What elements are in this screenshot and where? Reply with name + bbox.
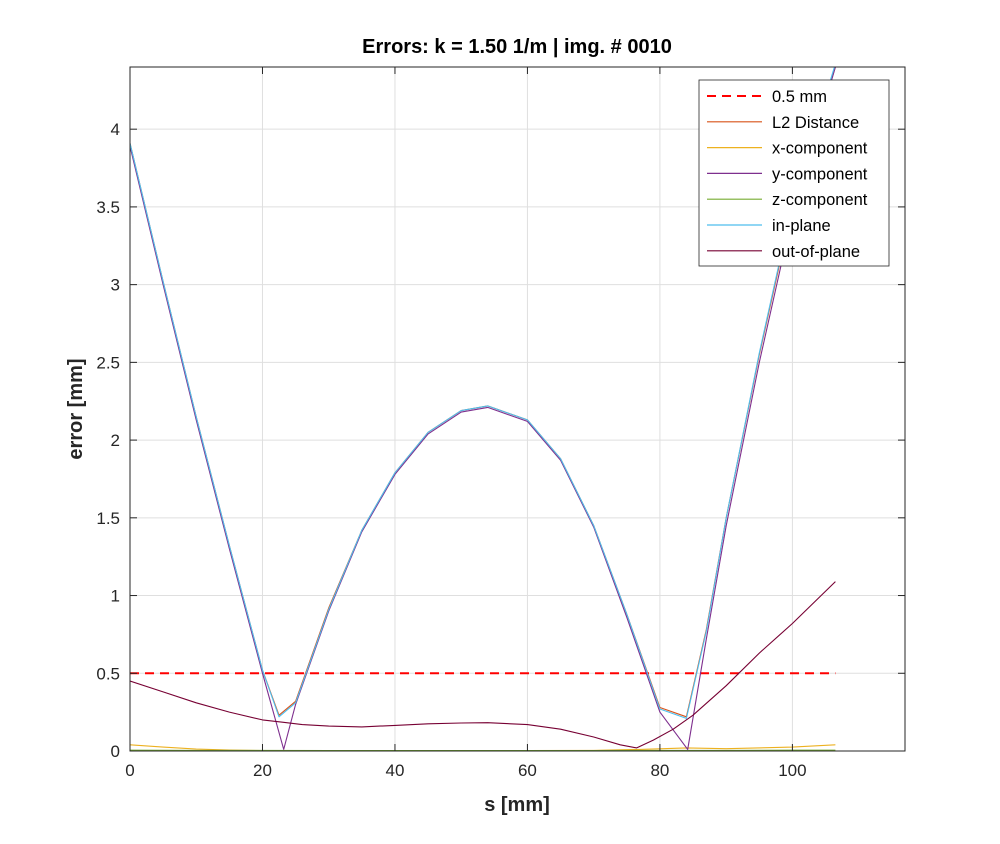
y-tick-label: 1.5 <box>96 509 120 528</box>
x-tick-label: 40 <box>385 761 404 780</box>
y-tick-label: 0 <box>111 742 120 761</box>
chart-title: Errors: k = 1.50 1/m | img. # 0010 <box>362 36 672 58</box>
legend-label: y-component <box>772 165 868 183</box>
legend-entries: 0.5 mm L2 Distance x-component y-component z… <box>707 88 868 261</box>
x-tick-label: 80 <box>650 761 669 780</box>
series-line-out-of-plane <box>130 581 836 749</box>
y-tick-label: 1 <box>111 587 120 606</box>
legend-label: out-of-plane <box>772 243 860 261</box>
x-tick-label: 0 <box>125 761 134 780</box>
series-line-y-component <box>130 67 836 750</box>
y-tick-label: 2 <box>111 431 120 450</box>
y-tick-label: 2.5 <box>96 353 120 372</box>
legend-label: 0.5 mm <box>772 88 827 106</box>
x-tick-label: 20 <box>253 761 272 780</box>
axes-box <box>129 66 906 752</box>
legend-label: L2 Distance <box>772 114 859 132</box>
x-tick-label: 100 <box>778 761 806 780</box>
y-tick-label: 3 <box>111 276 120 295</box>
ticks: 0 20 40 60 80 100 0 0.5 1 1.5 2 2.5 3 3.5 4 <box>96 67 905 780</box>
legend-label: z-component <box>772 191 868 209</box>
x-axis-label: s [mm] <box>484 794 550 816</box>
y-tick-label: 0.5 <box>96 664 120 683</box>
x-tick-label: 60 <box>518 761 537 780</box>
y-tick-label: 4 <box>111 120 120 139</box>
legend-label: x-component <box>772 140 868 158</box>
y-tick-label: 3.5 <box>96 198 120 217</box>
series-line-in-plane <box>130 67 836 719</box>
legend-label: in-plane <box>772 217 831 235</box>
y-axis-label: error [mm] <box>65 358 87 459</box>
legend: 0.5 mm L2 Distance x-component y-component z… <box>698 79 890 267</box>
